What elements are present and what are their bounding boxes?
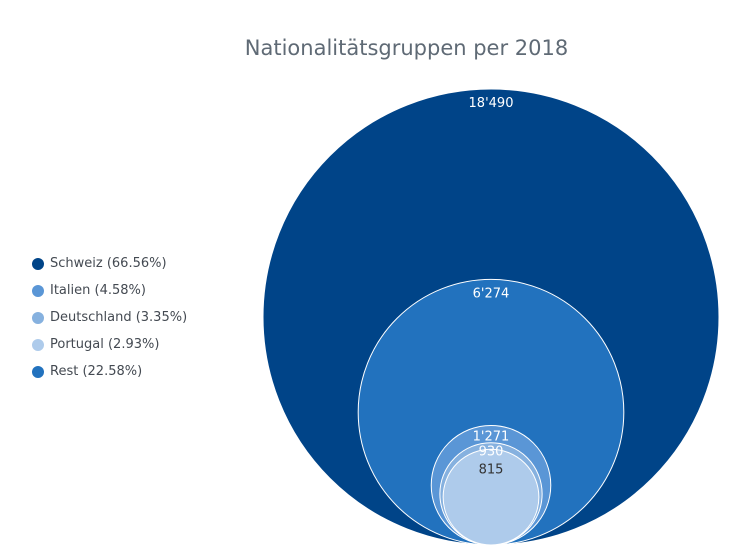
data-label-schweiz: 18'490 [469,96,514,111]
data-label-portugal: 815 [479,462,504,477]
legend-label-deutschland: Deutschland (3.35%) [50,310,188,325]
chart-title: Nationalitätsgruppen per 2018 [244,36,569,60]
legend-marker-deutschland [32,311,44,324]
legend-marker-italien [32,284,44,297]
legend: Schweiz (66.56%) Italien (4.58%) Deutsch… [32,250,187,385]
legend-marker-portugal [32,338,44,351]
bubble-portugal[interactable] [442,448,540,546]
legend-label-portugal: Portugal (2.93%) [50,337,160,352]
data-label-italien: 1'271 [473,429,510,444]
legend-marker-schweiz [32,257,44,270]
legend-item-portugal[interactable]: Portugal (2.93%) [32,331,187,358]
legend-label-schweiz: Schweiz (66.56%) [50,256,167,271]
legend-marker-rest [32,365,44,378]
legend-item-rest[interactable]: Rest (22.58%) [32,358,187,385]
legend-label-italien: Italien (4.58%) [50,283,146,298]
legend-label-rest: Rest (22.58%) [50,364,143,379]
data-label-deutschland: 930 [479,445,504,460]
legend-item-deutschland[interactable]: Deutschland (3.35%) [32,304,187,331]
legend-item-italien[interactable]: Italien (4.58%) [32,277,187,304]
data-label-rest: 6'274 [473,286,510,301]
legend-item-schweiz[interactable]: Schweiz (66.56%) [32,250,187,277]
